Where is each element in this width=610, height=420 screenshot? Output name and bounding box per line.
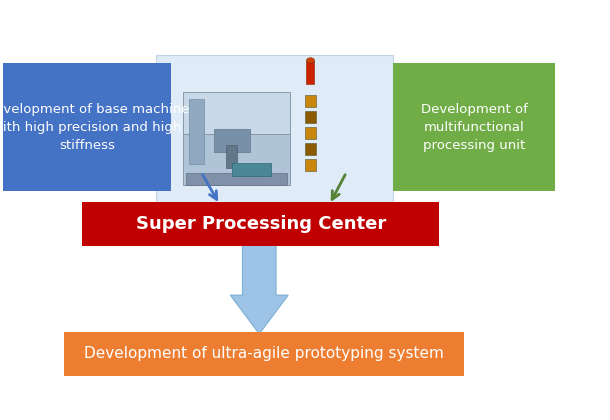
- Bar: [306, 61, 314, 84]
- FancyBboxPatch shape: [82, 202, 439, 246]
- FancyBboxPatch shape: [3, 63, 171, 191]
- Bar: [305, 111, 316, 123]
- Bar: [305, 127, 316, 139]
- FancyBboxPatch shape: [393, 63, 555, 191]
- Text: Super Processing Center: Super Processing Center: [135, 215, 386, 233]
- Bar: [305, 143, 316, 155]
- Text: Development of
multifunctional
processing unit: Development of multifunctional processin…: [421, 102, 528, 152]
- FancyBboxPatch shape: [183, 92, 290, 134]
- Text: Development of ultra-agile prototyping system: Development of ultra-agile prototyping s…: [84, 346, 443, 361]
- Bar: [305, 159, 316, 171]
- Bar: [305, 95, 316, 107]
- FancyBboxPatch shape: [186, 173, 287, 185]
- Ellipse shape: [307, 58, 315, 63]
- FancyBboxPatch shape: [183, 134, 290, 185]
- FancyBboxPatch shape: [189, 99, 204, 164]
- FancyBboxPatch shape: [64, 332, 464, 376]
- FancyBboxPatch shape: [232, 163, 271, 176]
- FancyBboxPatch shape: [226, 145, 237, 168]
- Polygon shape: [231, 241, 288, 334]
- Text: Development of base machine
with high precision and high
stiffness: Development of base machine with high pr…: [0, 102, 189, 152]
- FancyBboxPatch shape: [156, 55, 393, 204]
- FancyBboxPatch shape: [214, 129, 250, 152]
